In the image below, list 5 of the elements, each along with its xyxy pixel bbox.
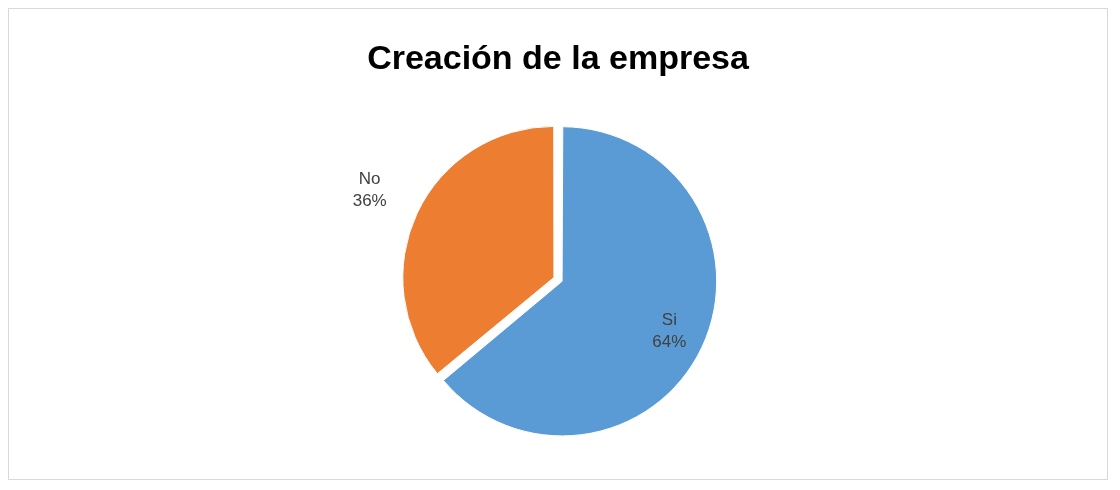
data-label: 36%: [352, 191, 387, 211]
slice-label: No: [358, 169, 381, 189]
slice-label: Si: [661, 310, 677, 330]
chart-title: Creación de la empresa: [367, 37, 750, 76]
data-label: 64%: [652, 332, 687, 352]
